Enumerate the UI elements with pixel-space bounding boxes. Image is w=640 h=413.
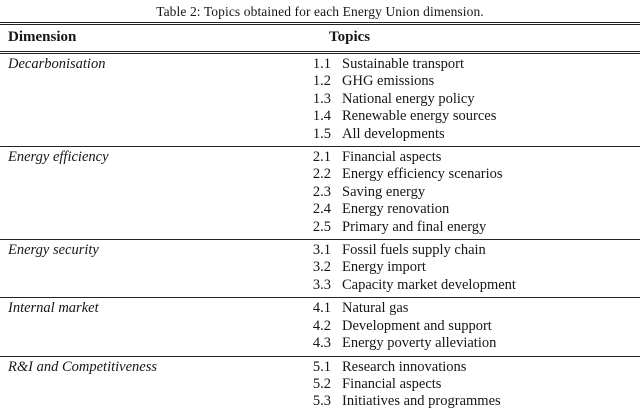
topic-number: 5.1 xyxy=(312,358,331,375)
topic-item: 4.2 Development and support xyxy=(312,318,640,335)
topic-number: 4.1 xyxy=(312,300,331,317)
topic-label: Research innovations xyxy=(342,358,467,375)
topic-item: 5.3 Initiatives and programmes xyxy=(312,393,640,410)
topic-item: 1.3 National energy policy xyxy=(312,91,640,108)
topic-number: 1.2 xyxy=(312,73,331,90)
topic-label: Fossil fuels supply chain xyxy=(342,242,486,259)
topic-label: National energy policy xyxy=(342,90,475,107)
topic-number: 3.3 xyxy=(312,276,331,293)
table-section-row: Internal market 4.1 Natural gas 4.2 Developm… xyxy=(0,298,640,357)
topic-item: 2.3 Saving energy xyxy=(312,184,640,201)
topics-list: 3.1 Fossil fuels supply chain 3.2 Energy im… xyxy=(312,242,640,294)
energy-union-topics-table: Dimension Topics Decarbonisation 1.1 Susta… xyxy=(0,22,640,413)
topic-number: 4.2 xyxy=(312,317,331,334)
topic-item: 1.1 Sustainable transport xyxy=(312,56,640,73)
topic-label: Financial aspects xyxy=(342,375,442,392)
topic-label: Energy poverty alleviation xyxy=(342,335,497,352)
topic-number: 2.3 xyxy=(312,183,331,200)
topic-number: 1.5 xyxy=(312,125,331,142)
topics-list: 5.1 Research innovations 5.2 Financial aspe… xyxy=(312,359,640,411)
topic-item: 3.3 Capacity market development xyxy=(312,277,640,294)
topic-item: 2.1 Financial aspects xyxy=(312,149,640,166)
topic-label: Energy import xyxy=(342,259,426,276)
topic-label: Sustainable transport xyxy=(342,56,465,72)
dimension-name: Energy efficiency xyxy=(8,149,109,166)
topic-number: 3.2 xyxy=(312,259,331,276)
column-header-topics: Topics xyxy=(329,29,371,45)
topic-item: 2.4 Energy renovation xyxy=(312,201,640,218)
topics-list: 1.1 Sustainable transport 1.2 GHG emissions… xyxy=(312,56,640,143)
dimension-name: Decarbonisation xyxy=(8,56,106,72)
topic-number: 3.1 xyxy=(312,242,331,259)
topics-list: 4.1 Natural gas 4.2 Development and support… xyxy=(312,300,640,352)
topic-number: 5.3 xyxy=(312,393,331,410)
topic-item: 1.5 All developments xyxy=(312,126,640,143)
column-header-dimension: Dimension xyxy=(8,29,77,45)
dimension-name: Internal market xyxy=(8,300,99,317)
topic-number: 1.1 xyxy=(312,56,331,72)
topic-label: Energy renovation xyxy=(342,201,450,218)
topic-number: 4.3 xyxy=(312,335,331,352)
topic-label: Renewable energy sources xyxy=(342,108,497,125)
topic-label: Development and support xyxy=(342,317,492,334)
topic-item: 3.1 Fossil fuels supply chain xyxy=(312,242,640,259)
topic-number: 1.3 xyxy=(312,90,331,107)
topic-label: Capacity market development xyxy=(342,276,516,293)
topic-label: Primary and final energy xyxy=(342,218,487,235)
topic-item: 4.3 Energy poverty alleviation xyxy=(312,335,640,352)
topic-label: Natural gas xyxy=(342,300,409,317)
topic-number: 2.2 xyxy=(312,166,331,183)
topic-label: Financial aspects xyxy=(342,149,442,166)
table-body: Decarbonisation 1.1 Sustainable transport 1… xyxy=(0,54,640,413)
topic-number: 2.4 xyxy=(312,201,331,218)
topic-label: GHG emissions xyxy=(342,73,435,90)
dimension-name: Energy security xyxy=(8,242,99,259)
topic-label: Saving energy xyxy=(342,183,426,200)
table-section-row: Energy security 3.1 Fossil fuels supply ch… xyxy=(0,240,640,299)
table-section-row: Decarbonisation 1.1 Sustainable transport 1… xyxy=(0,54,640,148)
topic-item: 2.2 Energy efficiency scenarios xyxy=(312,166,640,183)
topic-number: 5.2 xyxy=(312,375,331,392)
topic-number: 2.5 xyxy=(312,218,331,235)
topic-item: 1.4 Renewable energy sources xyxy=(312,108,640,125)
topic-number: 2.1 xyxy=(312,149,331,166)
topic-label: Initiatives and programmes xyxy=(342,393,501,410)
topic-item: 3.2 Energy import xyxy=(312,259,640,276)
table-header-row: Dimension Topics xyxy=(0,22,640,54)
topic-item: 2.5 Primary and final energy xyxy=(312,219,640,236)
dimension-name: R&I and Competitiveness xyxy=(8,358,158,375)
topic-label: Energy efficiency scenarios xyxy=(342,166,503,183)
table-caption: Table 2: Topics obtained for each Energy… xyxy=(156,4,484,19)
topics-list: 2.1 Financial aspects 2.2 Energy efficiency… xyxy=(312,149,640,236)
topic-label: All developments xyxy=(342,125,445,142)
table-section-row: R&I and Competitiveness 5.1 Research innov… xyxy=(0,357,640,413)
topic-item: 4.1 Natural gas xyxy=(312,300,640,317)
topic-item: 1.2 GHG emissions xyxy=(312,73,640,90)
topic-number: 1.4 xyxy=(312,108,331,125)
topic-item: 5.2 Financial aspects xyxy=(312,376,640,393)
table-section-row: Energy efficiency 2.1 Financial aspects 2.2… xyxy=(0,147,640,241)
topic-item: 5.1 Research innovations xyxy=(312,359,640,376)
